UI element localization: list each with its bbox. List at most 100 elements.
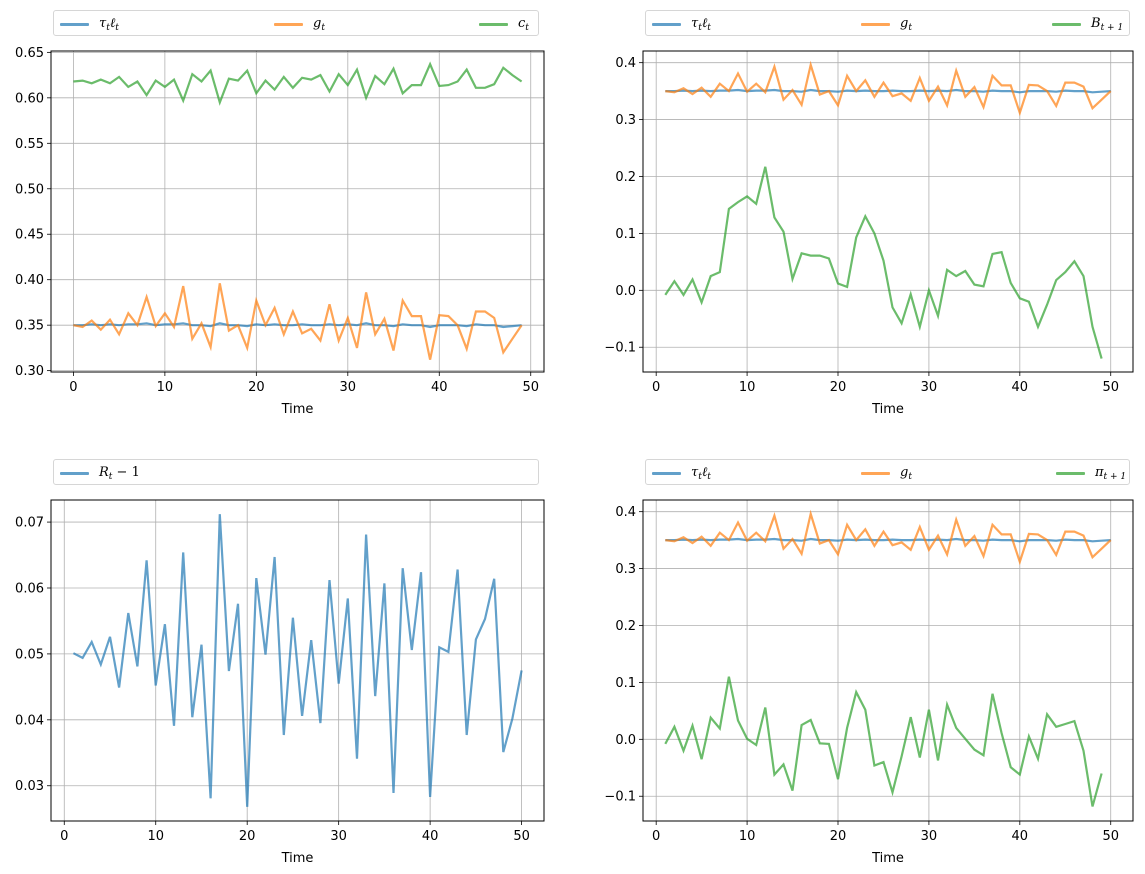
x-tick-label: 50: [1102, 380, 1119, 395]
legend-label: Rt − 1: [99, 464, 140, 482]
y-tick-label: 0.2: [615, 619, 636, 634]
legend-line-blue: [60, 471, 89, 475]
legend-item-pi: πt + 1: [1056, 460, 1126, 486]
series-line-0: [72, 514, 523, 807]
y-tick-label: 0.2: [615, 170, 636, 185]
x-tick-label: 50: [1102, 829, 1119, 844]
y-tick-label: 0.60: [15, 91, 44, 106]
y-tick-label: 0.1: [615, 676, 636, 691]
legend-line-orange: [861, 22, 890, 26]
y-tick-label: 0.1: [615, 227, 636, 242]
series-line-2: [664, 166, 1103, 359]
series-line-1: [665, 60, 1112, 117]
y-tick-label: 0.4: [615, 505, 636, 520]
y-tick-label: 0.07: [15, 516, 44, 531]
x-axis-label: Time: [871, 851, 904, 866]
legend-bottom-right: τtℓt gt πt + 1: [645, 459, 1130, 485]
legend-item-b: Bt + 1: [1052, 11, 1123, 37]
x-tick-label: 10: [157, 380, 174, 395]
x-tick-label: 40: [422, 829, 439, 844]
y-tick-label: −0.1: [604, 790, 636, 805]
x-tick-label: 20: [239, 829, 256, 844]
legend-line-blue: [60, 22, 89, 26]
x-tick-label: 0: [652, 829, 660, 844]
y-tick-label: 0.3: [615, 113, 636, 128]
x-axis-label: Time: [281, 402, 314, 417]
y-tick-label: 0.65: [15, 46, 44, 61]
legend-label: τtℓt: [99, 16, 119, 33]
legend-top-left: τtℓt gt ct: [53, 10, 539, 36]
chart-panel-3: 0 10 20 30 40 50 −0.1 0.0 0.1 0.2 0.3 0.4 Time: [604, 499, 1134, 866]
axes-frame: [642, 50, 1134, 373]
x-tick-label: 40: [1012, 829, 1029, 844]
y-tick-label: 0.03: [15, 779, 44, 794]
y-tick-label: 0.40: [15, 273, 44, 288]
chart-panel-0: 0 10 20 30 40 50 0.30 0.35 0.40 0.45 0.50 0.55 0.60 0…: [15, 46, 545, 417]
y-tick-label: 0.05: [15, 647, 44, 662]
legend-line-green: [479, 22, 508, 26]
legend-item-tau-l: τtℓt: [652, 460, 711, 486]
x-tick-label: 30: [921, 829, 938, 844]
y-tick-label: 0.45: [15, 228, 44, 243]
y-tick-label: 0.06: [15, 581, 44, 596]
legend-line-orange: [861, 471, 890, 475]
y-tick-label: −0.1: [604, 341, 636, 356]
legend-item-r: Rt − 1: [60, 460, 140, 486]
legend-label: Bt + 1: [1091, 15, 1124, 33]
x-tick-label: 10: [739, 829, 756, 844]
y-tick-label: 0.0: [615, 284, 636, 299]
legend-label: gt: [900, 464, 912, 482]
x-tick-label: 30: [330, 829, 347, 844]
legend-item-c: ct: [479, 11, 529, 37]
x-tick-label: 10: [147, 829, 164, 844]
legend-line-green: [1056, 471, 1085, 475]
legend-item-g: gt: [861, 11, 912, 37]
axes-frame: [50, 499, 545, 822]
legend-label: ct: [518, 15, 529, 33]
legend-item-tau-l: τtℓt: [60, 11, 119, 37]
series-line-1: [73, 283, 523, 360]
x-tick-label: 20: [830, 829, 847, 844]
x-tick-label: 0: [652, 380, 660, 395]
legend-label: gt: [313, 15, 325, 33]
x-tick-label: 50: [513, 829, 530, 844]
axes-frame: [642, 499, 1134, 822]
y-tick-label: 0.4: [615, 56, 636, 71]
legend-item-g: gt: [274, 11, 325, 37]
y-tick-label: 0.04: [15, 713, 44, 728]
legend-item-tau-l: τtℓt: [652, 11, 711, 37]
legend-item-g: gt: [861, 460, 912, 486]
legend-bottom-left: Rt − 1: [53, 459, 539, 485]
x-tick-label: 50: [522, 380, 539, 395]
legend-line-blue: [652, 22, 681, 26]
y-tick-label: 0.35: [15, 319, 44, 334]
series-line-2: [73, 61, 523, 106]
series-line-1: [665, 509, 1112, 566]
x-tick-label: 30: [340, 380, 357, 395]
axes-frame: [50, 50, 545, 373]
x-tick-label: 0: [69, 380, 77, 395]
x-tick-label: 10: [739, 380, 756, 395]
y-tick-label: 0.50: [15, 182, 44, 197]
chart-panel-1: 0 10 20 30 40 50 −0.1 0.0 0.1 0.2 0.3 0.4 Time: [604, 50, 1134, 417]
x-axis-label: Time: [871, 402, 904, 417]
x-tick-label: 40: [431, 380, 448, 395]
x-tick-label: 40: [1012, 380, 1029, 395]
legend-top-right: τtℓt gt Bt + 1: [645, 10, 1130, 36]
x-tick-label: 20: [248, 380, 265, 395]
y-tick-label: 0.0: [615, 733, 636, 748]
y-tick-label: 0.3: [615, 562, 636, 577]
legend-line-orange: [274, 22, 303, 26]
series-line-2: [664, 676, 1103, 807]
legend-label: τtℓt: [691, 465, 711, 482]
y-tick-label: 0.55: [15, 137, 44, 152]
legend-line-blue: [652, 471, 681, 475]
x-axis-label: Time: [281, 851, 314, 866]
y-tick-label: 0.30: [15, 364, 44, 379]
chart-panel-2: 0 10 20 30 40 50 0.03 0.04 0.05 0.06 0.07 Time: [15, 499, 545, 866]
x-tick-label: 20: [830, 380, 847, 395]
x-tick-label: 30: [921, 380, 938, 395]
legend-label: τtℓt: [691, 16, 711, 33]
legend-label: πt + 1: [1095, 464, 1127, 482]
